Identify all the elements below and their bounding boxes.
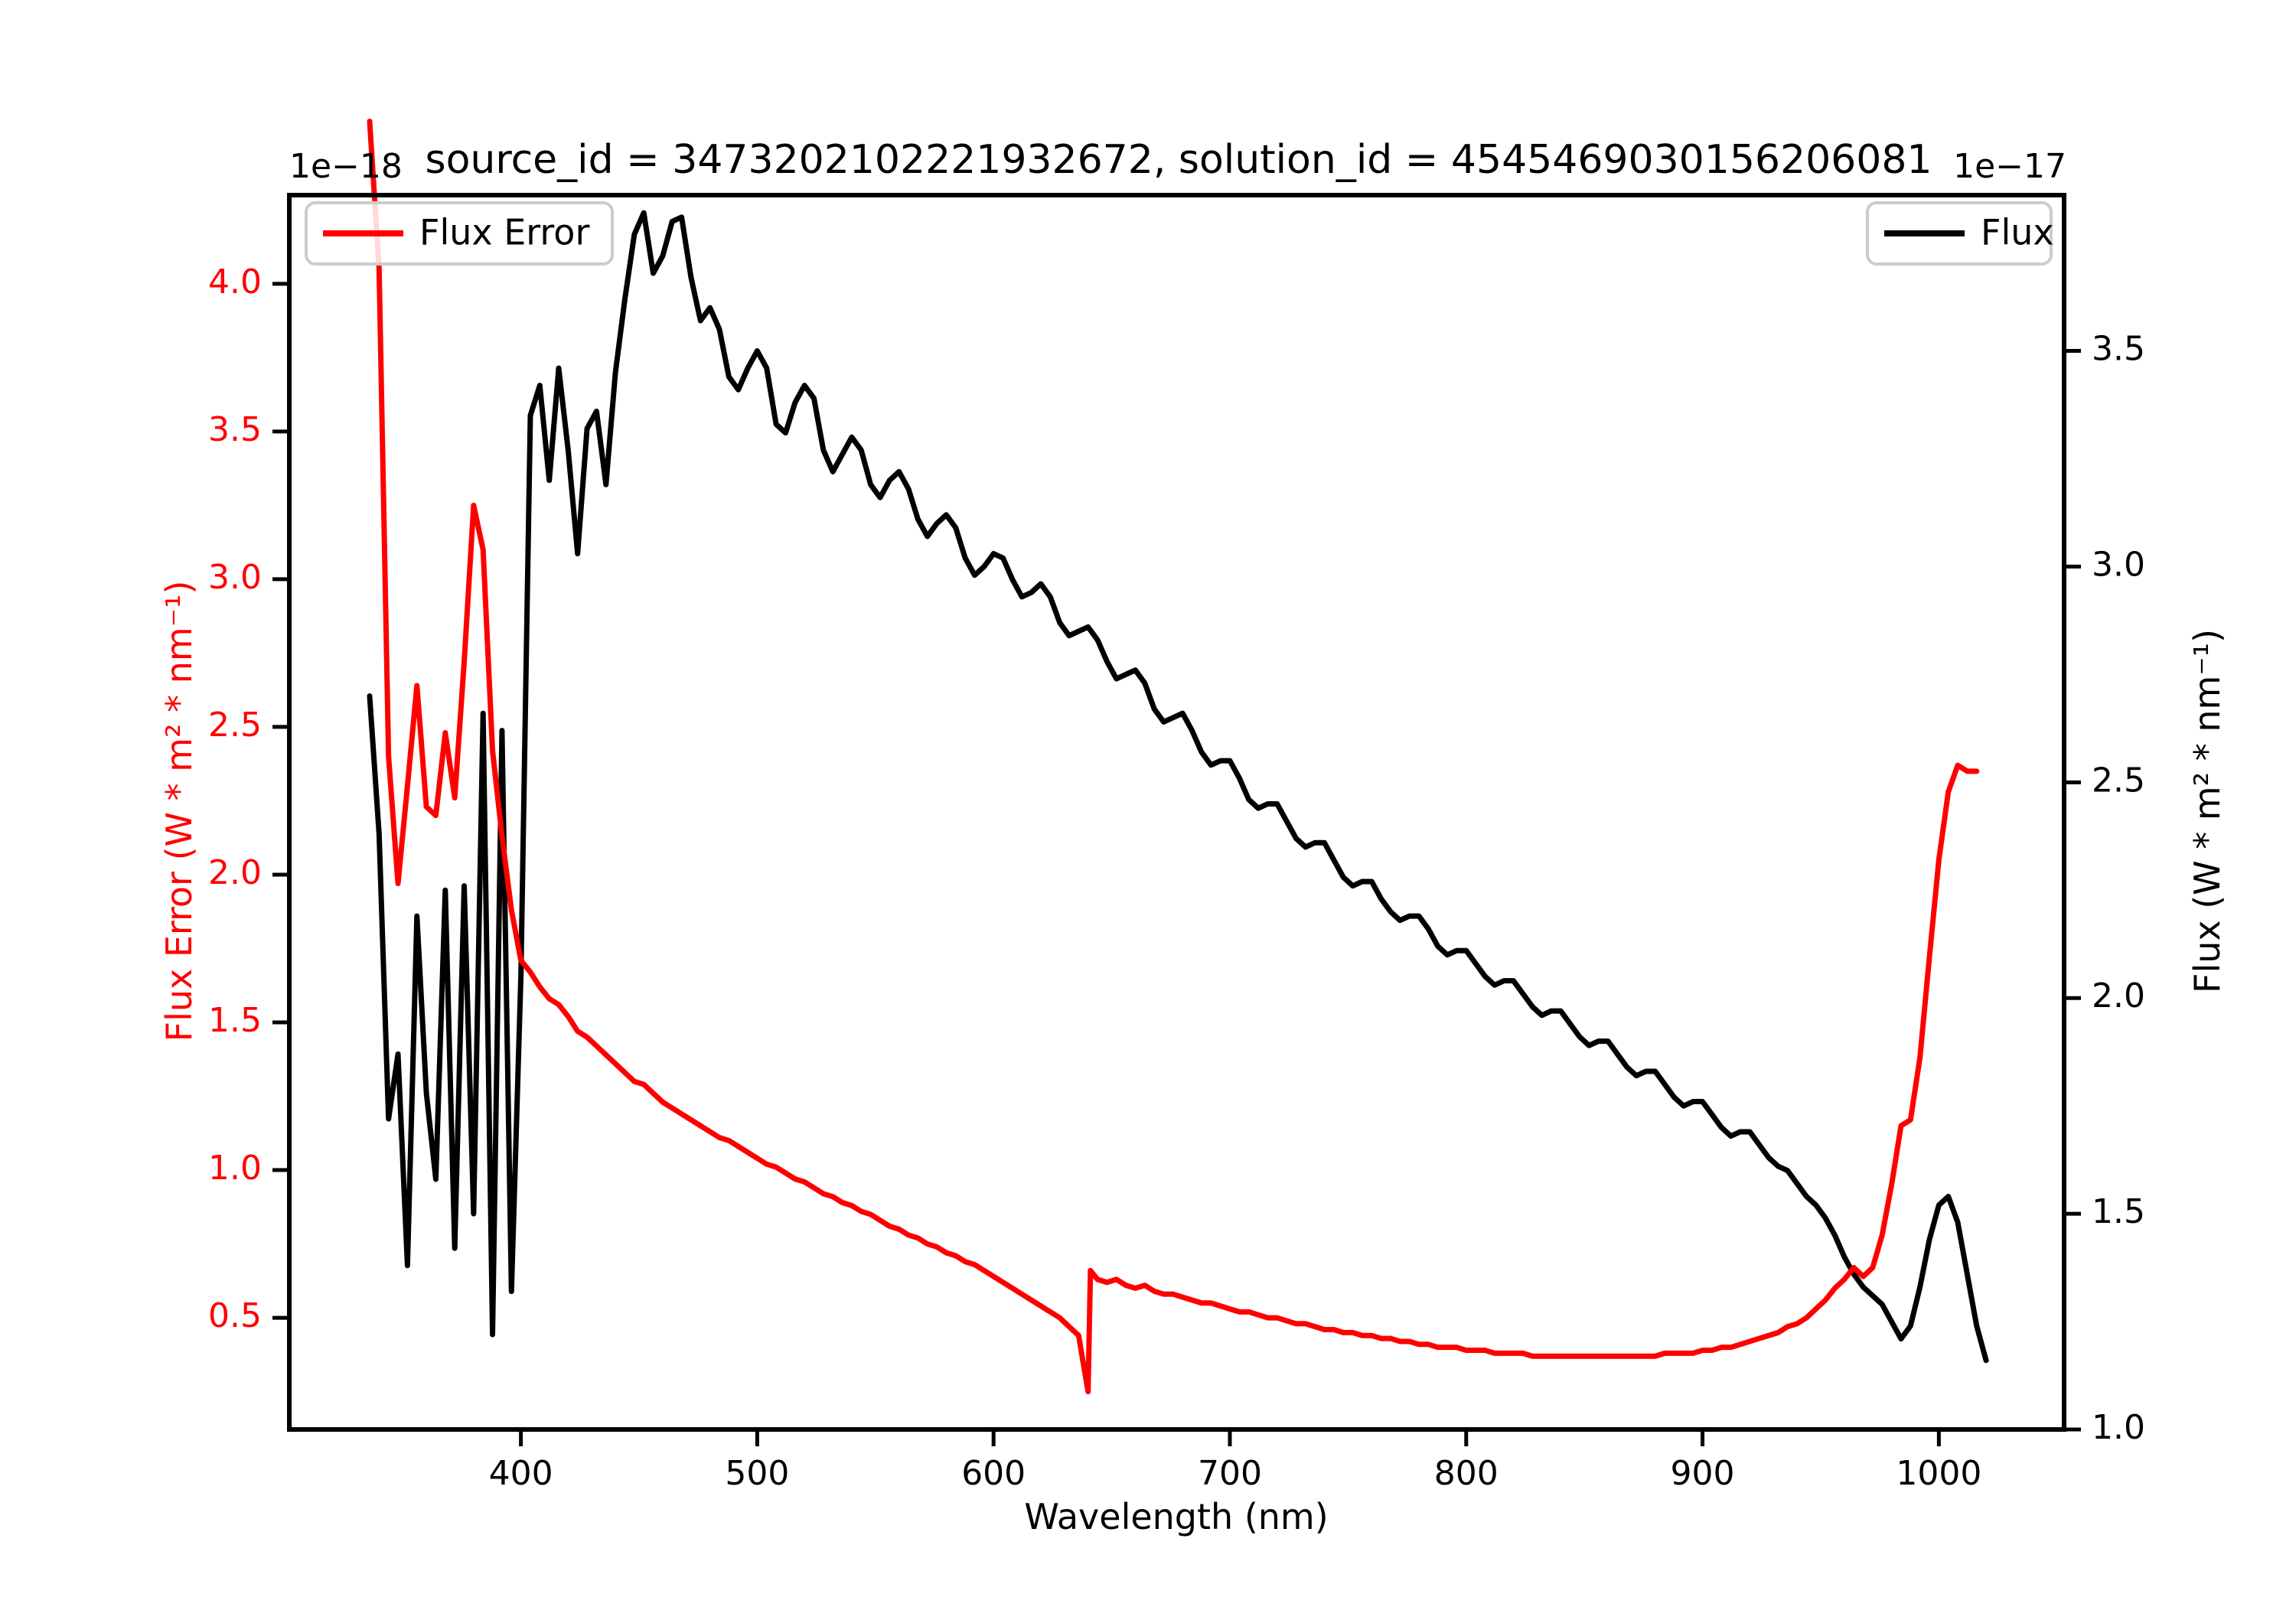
right-axis-offset-text: 1e−17 [1953, 147, 2066, 186]
data-layer [367, 118, 1989, 1395]
flux-line [367, 210, 1989, 1364]
y-left-tick-label: 3.5 [208, 410, 262, 449]
left-axis-offset-text: 1e−18 [289, 147, 403, 186]
y-right-tick-label: 3.0 [2092, 545, 2145, 584]
plot-area-background [287, 193, 2066, 1431]
y-left-axis-label: Flux Error (W * m² * nm⁻¹) [158, 581, 200, 1042]
left-axis-ticks: 4.0 3.5 3.0 2.5 2.0 1.5 1.0 0.5 [208, 262, 289, 1335]
x-tick-label: 700 [1198, 1454, 1262, 1493]
y-left-tick-label: 3.0 [208, 558, 262, 597]
x-tick-label: 1000 [1896, 1454, 1981, 1493]
y-right-tick-label: 1.0 [2092, 1408, 2145, 1447]
x-tick-label: 500 [725, 1454, 789, 1493]
y-right-tick-label: 3.5 [2092, 330, 2145, 369]
y-left-tick-label: 2.0 [208, 853, 262, 892]
bottom-axis-ticks: 400 500 600 700 800 900 1000 [489, 1429, 1981, 1493]
y-left-tick-label: 0.5 [208, 1296, 262, 1335]
legend-flux-error-label: Flux Error [419, 212, 589, 253]
y-right-tick-label: 2.0 [2092, 976, 2145, 1015]
legend-flux[interactable]: Flux [1866, 201, 2054, 266]
y-right-tick-label: 2.5 [2092, 761, 2145, 800]
legend-flux-error[interactable]: Flux Error [305, 201, 614, 266]
x-tick-label: 600 [961, 1454, 1026, 1493]
y-right-axis-label: Flux (W * m² * nm⁻¹) [2187, 629, 2228, 993]
x-tick-label: 900 [1671, 1454, 1735, 1493]
y-left-tick-label: 1.0 [208, 1149, 262, 1188]
legend-flux-error-box [305, 201, 614, 266]
x-tick-label: 400 [489, 1454, 553, 1493]
y-left-tick-label: 1.5 [208, 1001, 262, 1040]
page-title: source_id = 3473202102221932672, solutio… [425, 137, 1932, 183]
y-left-tick-label: 2.5 [208, 706, 262, 745]
right-axis-ticks: 3.5 3.0 2.5 2.0 1.5 1.0 [2064, 330, 2145, 1447]
flux-error-line [367, 118, 1980, 1395]
y-left-tick-label: 4.0 [208, 262, 262, 302]
legend-flux-label: Flux [1981, 212, 2054, 253]
x-axis-label: Wavelength (nm) [1024, 1496, 1328, 1537]
y-right-tick-label: 1.5 [2092, 1192, 2145, 1231]
x-tick-label: 800 [1434, 1454, 1499, 1493]
